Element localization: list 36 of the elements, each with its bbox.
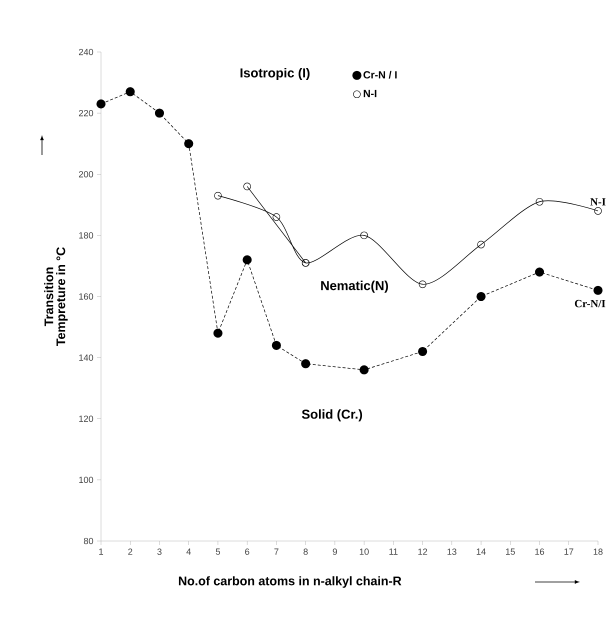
x-tick-label: 1 — [99, 548, 104, 555]
y-tick-label: 160 — [79, 293, 94, 300]
x-tick-label: 4 — [186, 548, 191, 555]
annotation: Isotropic (I) — [240, 68, 310, 80]
x-tick-label: 3 — [157, 548, 162, 555]
y-tick-label: 140 — [79, 354, 94, 361]
x-tick-label: 5 — [216, 548, 220, 555]
x-tick-label: 13 — [448, 548, 456, 555]
y-tick-label: 180 — [79, 232, 94, 239]
x-tick-label: 10 — [360, 548, 369, 555]
y-tick-label: 240 — [78, 48, 94, 56]
x-tick-label: 15 — [506, 548, 515, 555]
x-tick-label: 9 — [332, 548, 337, 555]
x-tick-label: 2 — [128, 548, 132, 555]
x-axis-title: No.of carbon atoms in n-alkyl chain-R — [178, 576, 402, 588]
annotation: Solid (Cr.) — [302, 409, 362, 422]
x-tick-label: 8 — [304, 548, 308, 555]
legend-label: N-I — [364, 90, 376, 98]
y-tick-label: 220 — [78, 110, 94, 116]
x-tick-label: 17 — [564, 548, 574, 555]
legend-label: Cr-N / I — [364, 70, 397, 79]
y-tick-label: 100 — [79, 476, 94, 484]
annotation: Cr-N/I — [574, 300, 606, 308]
y-axis-title: Transition Tempreture in °C — [44, 247, 68, 346]
x-tick-label: 7 — [274, 548, 278, 555]
x-tick-label: 12 — [418, 548, 428, 555]
x-tick-label: 14 — [476, 548, 486, 555]
y-tick-label: 120 — [79, 416, 94, 422]
annotation: Nematic(N) — [321, 280, 388, 293]
annotation: N-I — [590, 198, 606, 206]
y-tick-label: 200 — [78, 171, 94, 178]
y-tick-label: 80 — [84, 538, 94, 544]
x-tick-label: 11 — [389, 548, 398, 555]
x-tick-label: 6 — [245, 548, 250, 555]
x-tick-label: 16 — [535, 548, 544, 555]
x-tick-label: 18 — [594, 548, 603, 555]
